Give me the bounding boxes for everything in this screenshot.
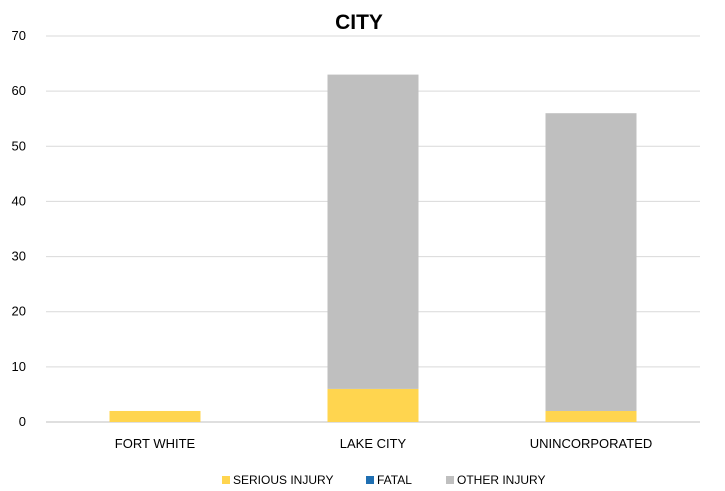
y-tick-label: 30 xyxy=(12,249,26,264)
y-tick-label: 20 xyxy=(12,304,26,319)
y-tick-label: 60 xyxy=(12,83,26,98)
legend-swatch xyxy=(366,476,374,484)
legend-label: SERIOUS INJURY xyxy=(233,473,333,487)
y-tick-label: 10 xyxy=(12,359,26,374)
legend: SERIOUS INJURY FATAL OTHER INJURY xyxy=(222,473,545,487)
y-axis-labels: 0 10 20 30 40 50 60 70 xyxy=(12,28,26,429)
chart-title: CITY xyxy=(335,11,383,34)
bar-segment-serious-injury xyxy=(109,410,201,422)
y-tick-label: 70 xyxy=(12,28,26,43)
bar-segment-serious-injury xyxy=(327,388,419,422)
y-tick-label: 40 xyxy=(12,193,26,208)
bar-segment-serious-injury xyxy=(545,410,637,422)
x-axis-labels: FORT WHITE LAKE CITY UNINCORPORATED xyxy=(115,436,652,451)
x-tick-label: LAKE CITY xyxy=(340,436,407,451)
y-tick-label: 0 xyxy=(19,414,26,429)
legend-label: FATAL xyxy=(377,473,412,487)
legend-swatch xyxy=(446,476,454,484)
x-tick-label: UNINCORPORATED xyxy=(530,436,653,451)
x-tick-label: FORT WHITE xyxy=(115,436,196,451)
bars xyxy=(109,74,637,422)
legend-label: OTHER INJURY xyxy=(457,473,545,487)
y-tick-label: 50 xyxy=(12,138,26,153)
bar-segment-other-injury xyxy=(545,113,637,411)
legend-swatch xyxy=(222,476,230,484)
bar-segment-other-injury xyxy=(327,74,419,389)
